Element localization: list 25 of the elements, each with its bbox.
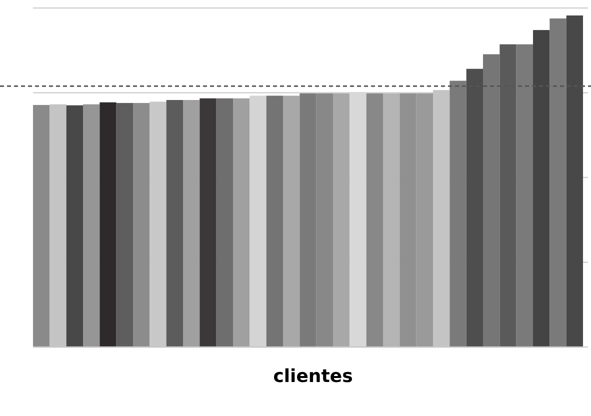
bar xyxy=(266,96,283,347)
bar xyxy=(216,98,233,347)
bar xyxy=(450,80,466,347)
bar xyxy=(516,44,533,347)
bar xyxy=(100,102,116,347)
bar xyxy=(183,100,200,347)
bar xyxy=(566,15,583,347)
bar xyxy=(133,102,150,347)
bar xyxy=(66,105,83,347)
bar xyxy=(33,104,50,347)
bar xyxy=(550,18,566,347)
bar xyxy=(200,98,216,347)
bar xyxy=(383,93,400,347)
bar xyxy=(233,98,250,347)
bar xyxy=(283,96,300,347)
bar xyxy=(333,93,350,347)
x-axis-title: clientes xyxy=(273,366,353,387)
bar xyxy=(533,30,550,347)
bar xyxy=(316,93,333,347)
bar xyxy=(300,93,316,347)
bar xyxy=(483,54,500,347)
bar xyxy=(166,100,183,347)
bar xyxy=(366,93,383,347)
bar xyxy=(83,104,100,347)
bar xyxy=(116,102,133,347)
